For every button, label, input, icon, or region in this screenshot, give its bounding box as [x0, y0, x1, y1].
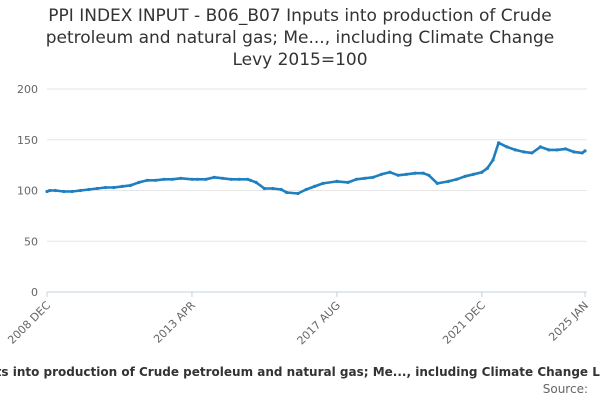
x-tick-label: 2008 DEC: [5, 299, 53, 347]
data-point: [254, 180, 258, 184]
data-point: [190, 177, 194, 181]
data-point: [513, 148, 517, 152]
data-point: [145, 178, 149, 182]
data-point: [62, 189, 66, 194]
data-point: [70, 189, 74, 194]
data-point: [463, 174, 467, 178]
y-tick-label: 50: [24, 235, 38, 248]
chart-title: PPI INDEX INPUT - B06_B07 Inputs into pr…: [0, 5, 600, 71]
data-point: [413, 171, 417, 175]
x-tick-label: 2013 APR: [151, 299, 198, 346]
legend[interactable]: B06_B07 Inputs into production of Crude …: [0, 365, 600, 379]
data-point: [491, 158, 495, 162]
data-point: [237, 177, 241, 181]
chart-title-line-2: petroleum and natural gas; Me..., includ…: [45, 28, 555, 48]
data-point: [204, 177, 208, 181]
data-point: [212, 175, 216, 179]
data-point: [120, 184, 124, 188]
data-point: [321, 181, 325, 185]
data-point: [363, 176, 367, 180]
data-point: [530, 151, 534, 155]
data-point: [162, 177, 166, 181]
x-tick-label: 2021 DEC: [440, 299, 488, 347]
data-point: [285, 190, 289, 195]
y-tick-label: 200: [17, 83, 38, 96]
data-point: [95, 186, 99, 191]
data-point: [480, 170, 484, 174]
data-point: [497, 141, 501, 145]
data-point: [346, 180, 350, 184]
data-point: [170, 177, 174, 181]
data-point: [335, 179, 339, 183]
data-point: [427, 173, 431, 177]
y-tick-label: 0: [31, 286, 38, 299]
data-point: [87, 187, 91, 192]
chart-title-line-3: Levy 2015=100: [232, 50, 368, 70]
data-point: [505, 145, 509, 149]
data-point: [388, 170, 392, 174]
data-point: [129, 183, 133, 187]
source-label: Source:: [542, 382, 588, 396]
data-point: [379, 172, 384, 176]
data-point: [435, 181, 439, 185]
data-point: [354, 177, 358, 181]
data-point: [271, 186, 275, 191]
data-point: [195, 177, 200, 181]
data-point: [421, 171, 425, 175]
x-tick-label: 2025 JAN: [546, 299, 591, 344]
data-point: [580, 151, 584, 155]
data-point: [221, 176, 225, 180]
data-point: [45, 189, 49, 194]
x-tick-label: 2017 AUG: [295, 299, 344, 348]
y-tick-label: 100: [17, 185, 38, 198]
data-point: [154, 178, 158, 182]
y-tick-label: 150: [17, 134, 38, 147]
data-point: [522, 150, 526, 154]
legend-item-label[interactable]: B06_B07 Inputs into production of Crude …: [0, 365, 600, 379]
chart-title-line-1: PPI INDEX INPUT - B06_B07 Inputs into pr…: [48, 6, 552, 26]
data-point: [246, 177, 250, 181]
data-point: [572, 150, 576, 154]
data-point: [538, 145, 543, 149]
data-point: [248, 178, 253, 182]
data-point: [583, 149, 587, 153]
data-point: [405, 172, 409, 176]
data-point: [262, 186, 266, 191]
data-point: [137, 180, 141, 184]
data-point: [112, 185, 116, 190]
data-point: [103, 185, 108, 190]
data-point: [296, 191, 300, 196]
data-point: [471, 172, 476, 176]
data-point: [446, 179, 450, 183]
data-point: [485, 166, 489, 170]
data-point: [229, 177, 233, 181]
data-point: [555, 148, 559, 152]
data-point: [48, 188, 52, 193]
data-point: [547, 148, 551, 152]
data-point: [313, 184, 317, 188]
data-point: [53, 188, 58, 193]
data-point: [563, 147, 568, 151]
data-point: [396, 173, 400, 177]
data-point: [304, 187, 308, 192]
data-point: [371, 175, 375, 179]
data-point: [279, 187, 283, 192]
data-point: [455, 177, 459, 181]
data-point: [78, 188, 83, 193]
data-point: [179, 176, 183, 180]
